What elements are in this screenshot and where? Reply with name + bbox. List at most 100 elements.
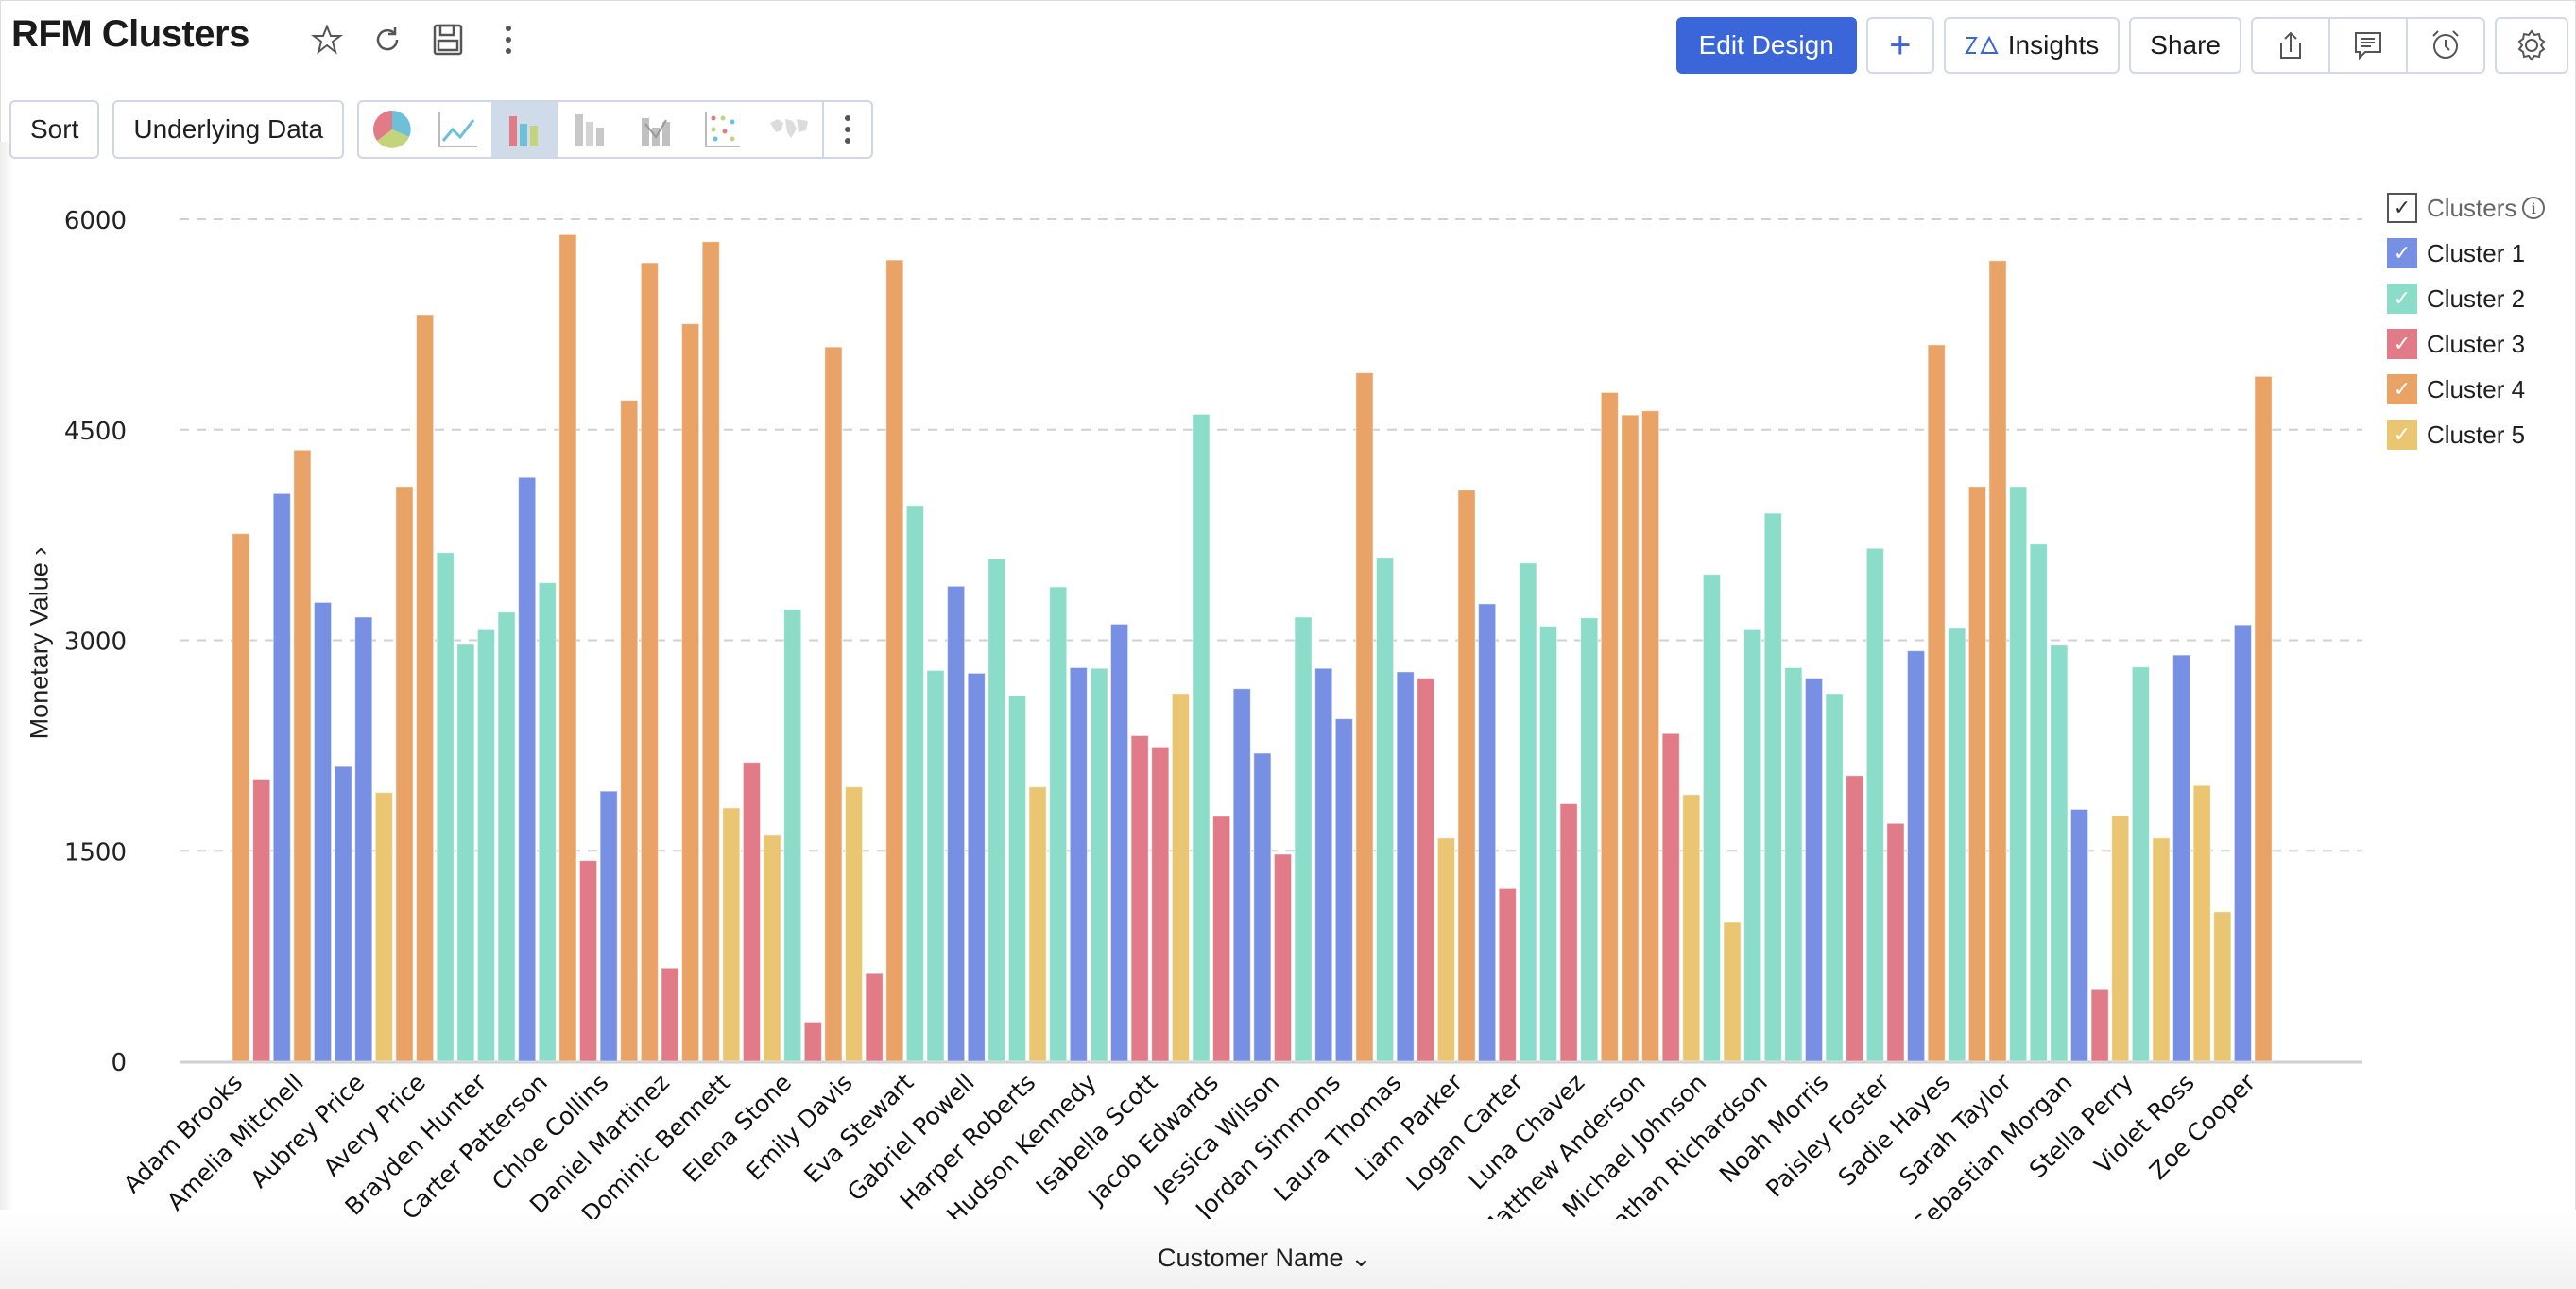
bar-cluster-4 <box>416 314 435 1062</box>
bar-cluster-1 <box>2069 808 2089 1062</box>
legend-swatch[interactable]: ✓ <box>2387 374 2417 404</box>
legend-label: Cluster 5 <box>2427 420 2526 449</box>
legend-label: Cluster 2 <box>2427 284 2526 313</box>
bar-cluster-5 <box>722 807 741 1062</box>
x-axis-label: Customer Name <box>1158 1244 1344 1272</box>
bar-cluster-1 <box>1478 603 1497 1062</box>
more-chart-types-icon[interactable] <box>822 102 871 157</box>
stacked-bar-icon[interactable] <box>558 102 624 157</box>
info-icon[interactable]: i <box>2522 197 2546 219</box>
title-actions <box>308 21 527 59</box>
bar-cluster-3 <box>2090 988 2109 1062</box>
scatter-chart-icon[interactable] <box>690 102 756 157</box>
line-chart-icon[interactable] <box>425 102 491 157</box>
bar-cluster-3 <box>1661 732 1680 1062</box>
panel-footer <box>0 1210 2576 1289</box>
star-icon[interactable] <box>308 21 346 59</box>
bar-cluster-3 <box>661 967 679 1062</box>
add-button[interactable]: + <box>1865 17 1934 74</box>
bar-cluster-5 <box>2192 784 2211 1062</box>
bar-cluster-5 <box>2111 815 2130 1062</box>
comment-icon[interactable] <box>2330 19 2408 72</box>
insights-label: Insights <box>2007 30 2100 60</box>
y-axis-title[interactable]: Monetary Value › <box>21 529 59 756</box>
bar-chart-icon[interactable] <box>491 102 558 157</box>
bar-cluster-2 <box>1825 693 1844 1062</box>
bar-cluster-4 <box>395 486 414 1062</box>
bar-cluster-2 <box>1784 666 1803 1062</box>
bar-cluster-2 <box>1519 562 1537 1062</box>
bar-cluster-1 <box>1334 718 1353 1062</box>
legend-label: Cluster 1 <box>2427 238 2526 267</box>
more-vertical-icon[interactable] <box>489 21 527 59</box>
bar-cluster-5 <box>1436 837 1455 1062</box>
bar-cluster-1 <box>1109 623 1129 1062</box>
export-icon[interactable] <box>2253 19 2330 72</box>
legend-swatch[interactable]: ✓ <box>2387 420 2417 450</box>
bar-cluster-3 <box>1846 775 1864 1062</box>
bar-cluster-1 <box>518 476 537 1062</box>
bar-cluster-3 <box>1151 746 1170 1062</box>
bar-cluster-5 <box>2213 911 2232 1062</box>
sort-button[interactable]: Sort <box>9 100 100 159</box>
legend-swatch[interactable]: ✓ <box>2387 284 2417 314</box>
bar-cluster-5 <box>1028 786 1047 1062</box>
bar-cluster-2 <box>1948 627 1966 1062</box>
bar-cluster-4 <box>1967 486 1986 1062</box>
bar-cluster-4 <box>293 449 312 1062</box>
bar-cluster-4 <box>1641 410 1660 1062</box>
legend: ✓ Clusters i ✓ Cluster 1 ✓ Cluster 2 ✓ Cluste… <box>2387 185 2546 457</box>
bar-cluster-3 <box>803 1021 822 1062</box>
bar-cluster-4 <box>640 262 659 1062</box>
bar-cluster-1 <box>1069 666 1088 1062</box>
bar-cluster-1 <box>1314 667 1333 1062</box>
bar-cluster-2 <box>456 644 475 1062</box>
bar-cluster-2 <box>905 505 924 1062</box>
legend-swatch[interactable]: ✓ <box>2387 238 2417 268</box>
bar-cluster-4 <box>1457 490 1476 1062</box>
legend-title: Clusters <box>2427 193 2517 222</box>
legend-item-cluster-5[interactable]: ✓ Cluster 5 <box>2387 412 2545 457</box>
bar-cluster-5 <box>1682 794 1701 1062</box>
legend-check-all[interactable]: ✓ <box>2387 193 2417 223</box>
gear-icon <box>2517 29 2546 61</box>
bar-line-icon[interactable] <box>624 102 690 157</box>
bar-cluster-5 <box>763 834 781 1062</box>
bar-cluster-2 <box>1049 586 1068 1062</box>
insights-button[interactable]: Insights <box>1943 17 2121 74</box>
map-chart-icon[interactable] <box>756 102 822 157</box>
legend-item-cluster-3[interactable]: ✓ Cluster 3 <box>2387 321 2545 367</box>
alarm-icon[interactable] <box>2408 19 2483 72</box>
zia-icon <box>1964 35 1999 54</box>
edit-design-button[interactable]: Edit Design <box>1675 17 1857 74</box>
legend-item-cluster-1[interactable]: ✓ Cluster 1 <box>2387 231 2545 276</box>
bar-cluster-2 <box>436 552 455 1062</box>
share-button[interactable]: Share <box>2129 17 2241 74</box>
legend-swatch[interactable]: ✓ <box>2387 329 2417 359</box>
x-tick-label: Zoe Cooper <box>2144 1068 2261 1185</box>
legend-item-cluster-2[interactable]: ✓ Cluster 2 <box>2387 276 2545 321</box>
refresh-icon[interactable] <box>369 21 406 59</box>
legend-header[interactable]: ✓ Clusters i <box>2387 185 2546 231</box>
bar-cluster-3 <box>1212 816 1231 1062</box>
bar-cluster-5 <box>2152 837 2171 1062</box>
bar-cluster-3 <box>1417 678 1435 1062</box>
bar-cluster-4 <box>1927 344 1946 1062</box>
bar-cluster-2 <box>2009 486 2028 1062</box>
pie-chart-icon[interactable] <box>359 102 425 157</box>
bar-cluster-1 <box>354 616 373 1062</box>
panel-edge <box>0 142 13 1289</box>
x-axis-title[interactable]: Customer Name ⌄ <box>1158 1244 1372 1273</box>
legend-label: Cluster 3 <box>2427 329 2526 358</box>
bar-cluster-4 <box>232 533 250 1062</box>
bar-cluster-3 <box>1886 822 1905 1062</box>
settings-button[interactable] <box>2495 17 2568 74</box>
bar-cluster-3 <box>1559 803 1578 1062</box>
bar-cluster-2 <box>926 669 945 1062</box>
legend-item-cluster-4[interactable]: ✓ Cluster 4 <box>2387 367 2545 412</box>
underlying-data-button[interactable]: Underlying Data <box>112 100 345 159</box>
save-icon[interactable] <box>429 21 467 59</box>
bar-cluster-1 <box>1804 678 1824 1062</box>
bar-cluster-4 <box>885 259 904 1062</box>
